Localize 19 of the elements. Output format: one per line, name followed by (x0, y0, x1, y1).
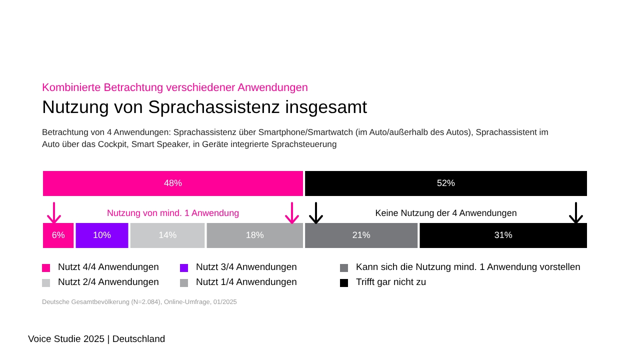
legend-label: Kann sich die Nutzung mind. 1 Anwendung vorstellen (355, 262, 580, 273)
data-label: 21% (351, 229, 372, 241)
chart-subtitle: Kombinierte Betrachtung verschiedener Anwendungen (42, 82, 308, 94)
text: Voice Studie 2025 | Deutschland (28, 334, 166, 345)
legend-label: Nutzt 1/4 Anwendungen (195, 277, 297, 288)
data-label: 48% (163, 177, 184, 189)
annotation: Nutzung von mind. 1 Anwendung (106, 208, 240, 218)
legend-label: Trifft gar nicht zu (355, 277, 426, 288)
data-label: 31% (493, 229, 514, 241)
legend-label: Nutzt 2/4 Anwendungen (57, 277, 159, 288)
chart-title: Nutzung von Sprachassistenz insgesamt (42, 97, 368, 118)
data-label: 52% (436, 177, 456, 189)
text: Betrachtung von 4 Anwendungen: Sprachassistenz über Smartphone/Smartwatch (im Auto/außerhalb des Autos), Sprachassistent im Auto über das Cockpit, Smart Speaker, in Geräte integrierte Sprachsteuerung (42, 126, 550, 150)
legend-label: Nutzt 3/4 Anwendungen (195, 262, 297, 273)
data-label: 6% (50, 229, 66, 241)
data-label: 10% (92, 229, 112, 241)
legend-label: Nutzt 4/4 Anwendungen (57, 262, 159, 273)
data-label: 18% (244, 229, 265, 241)
annotation: Keine Nutzung der 4 Anwendungen (374, 208, 518, 218)
